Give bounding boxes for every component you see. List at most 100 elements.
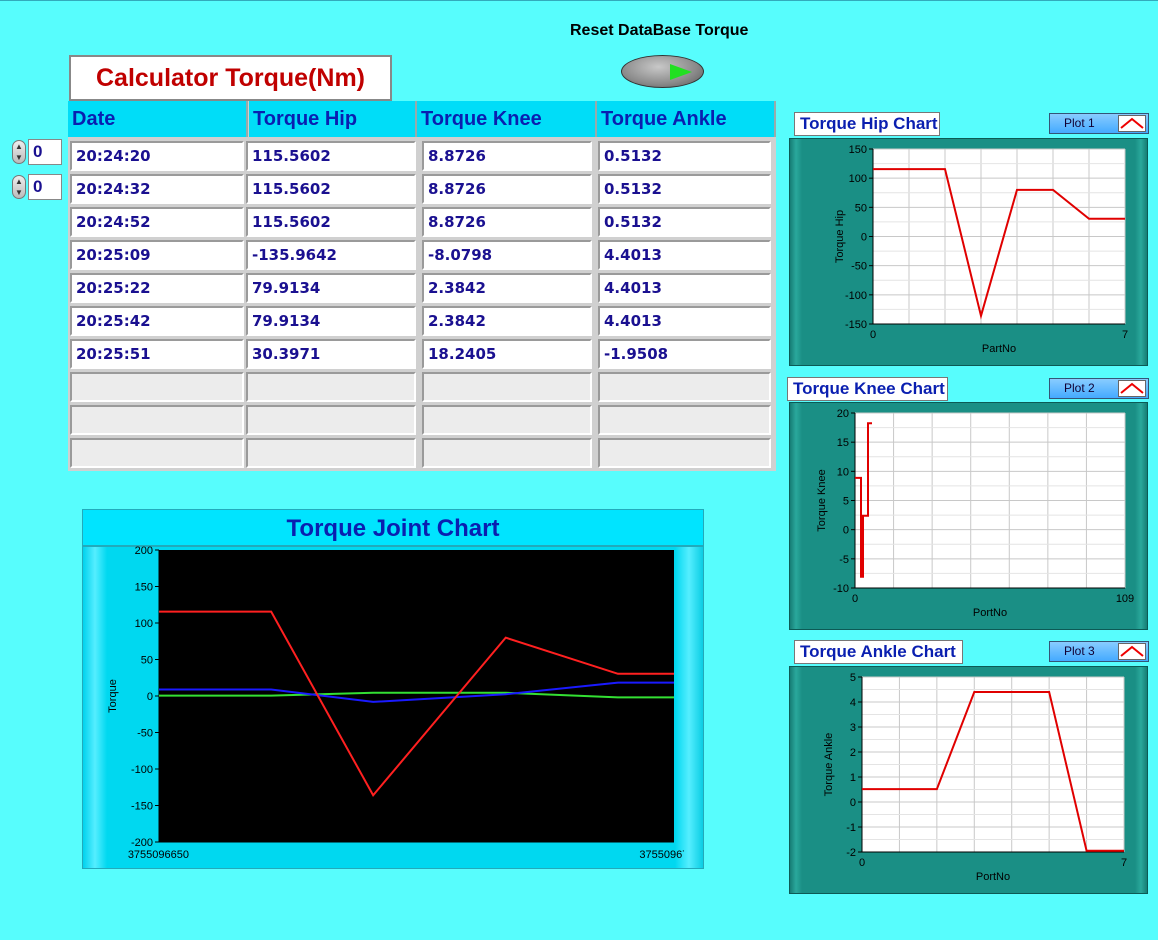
table-cell[interactable]: 115.5602 — [246, 174, 416, 204]
table-cell[interactable]: 0.5132 — [598, 207, 771, 237]
table-cell[interactable]: 18.2405 — [422, 339, 592, 369]
table-cell[interactable]: 30.3971 — [246, 339, 416, 369]
row-index-value[interactable]: 0 — [28, 139, 62, 165]
col-index-control[interactable]: ▲ ▼ 0 — [12, 174, 64, 200]
reset-label: Reset DataBase Torque — [570, 22, 749, 39]
table-cell[interactable]: 20:25:42 — [70, 306, 244, 336]
table-cell[interactable]: 20:24:52 — [70, 207, 244, 237]
y-tick-label: -10 — [833, 583, 849, 595]
y-tick-label: 3 — [850, 722, 856, 734]
y-tick-label: 0 — [843, 525, 849, 537]
table-cell[interactable] — [598, 438, 771, 468]
table-cell[interactable] — [70, 438, 244, 468]
y-axis-label: Torque Hip — [834, 210, 846, 263]
table-cell[interactable] — [422, 438, 592, 468]
table-cell[interactable]: 79.9134 — [246, 273, 416, 303]
series-line — [855, 422, 872, 578]
table-cell[interactable]: 20:25:09 — [70, 240, 244, 270]
table-cell[interactable]: 2.3842 — [422, 306, 592, 336]
y-tick-label: 150 — [849, 144, 867, 156]
table-cell[interactable] — [70, 405, 244, 435]
y-tick-label: 4 — [850, 697, 856, 709]
series-line — [862, 690, 1124, 852]
line-style-icon — [1118, 115, 1146, 132]
legend-label: Plot 2 — [1064, 381, 1095, 395]
table-cell[interactable]: 4.4013 — [598, 240, 771, 270]
table-cell[interactable] — [70, 372, 244, 402]
table-cell[interactable]: 0.5132 — [598, 141, 771, 171]
table-cell[interactable]: 4.4013 — [598, 306, 771, 336]
table-cell[interactable]: 2.3842 — [422, 273, 592, 303]
series-line — [159, 681, 674, 703]
x-tick-label: 0 — [859, 857, 865, 869]
table-cell[interactable]: 20:25:22 — [70, 273, 244, 303]
table-cell[interactable] — [422, 372, 592, 402]
header-torque-ankle: Torque Ankle — [597, 101, 776, 137]
table-cell[interactable]: 0.5132 — [598, 174, 771, 204]
table-cell[interactable]: 8.8726 — [422, 207, 592, 237]
table-cell[interactable] — [246, 372, 416, 402]
header-torque-knee: Torque Knee — [417, 101, 597, 137]
x-tick-label: 109 — [1116, 593, 1134, 605]
table-cell[interactable]: 4.4013 — [598, 273, 771, 303]
play-icon — [670, 64, 692, 80]
table-cell[interactable] — [246, 438, 416, 468]
series-line — [873, 168, 1125, 320]
table-cell[interactable] — [422, 405, 592, 435]
x-tick-label: 7 — [1122, 329, 1128, 341]
table-cell[interactable] — [246, 405, 416, 435]
header-date: Date — [68, 101, 248, 137]
legend-label: Plot 1 — [1064, 116, 1095, 130]
table-cell[interactable]: -8.0798 — [422, 240, 592, 270]
table-cell[interactable]: 8.8726 — [422, 141, 592, 171]
y-tick-label: 20 — [837, 408, 849, 420]
row-index-control[interactable]: ▲ ▼ 0 — [12, 139, 64, 165]
knee-chart-title: Torque Knee Chart — [787, 377, 948, 401]
series-line — [159, 691, 674, 699]
x-axis-label: PortNo — [976, 871, 1010, 883]
y-tick-label: 1 — [850, 772, 856, 784]
y-tick-label: -50 — [851, 261, 867, 273]
y-tick-label: 0 — [850, 797, 856, 809]
y-tick-label: 200 — [135, 546, 153, 557]
spinner-icon[interactable]: ▲ ▼ — [12, 140, 26, 164]
x-tick-label: 3755096650 — [128, 849, 189, 861]
y-tick-label: -150 — [845, 319, 867, 331]
table-cell[interactable]: 8.8726 — [422, 174, 592, 204]
ankle-plot-legend[interactable]: Plot 3 — [1049, 641, 1149, 662]
torque-table: Date Torque Hip Torque Knee Torque Ankle… — [68, 101, 776, 471]
y-tick-label: 100 — [849, 173, 867, 185]
y-tick-label: 10 — [837, 466, 849, 478]
table-cell[interactable]: 20:25:51 — [70, 339, 244, 369]
spinner-icon[interactable]: ▲ ▼ — [12, 175, 26, 199]
table-cell[interactable]: 20:24:32 — [70, 174, 244, 204]
joint-chart-title: Torque Joint Chart — [82, 509, 704, 546]
hip-chart-title: Torque Hip Chart — [794, 112, 940, 136]
table-cell[interactable]: -1.9508 — [598, 339, 771, 369]
y-tick-label: -5 — [839, 554, 849, 566]
table-cell[interactable]: 20:24:20 — [70, 141, 244, 171]
table-cell[interactable]: 79.9134 — [246, 306, 416, 336]
table-cell[interactable] — [598, 405, 771, 435]
x-tick-label: 0 — [870, 329, 876, 341]
y-tick-label: 5 — [843, 496, 849, 508]
col-index-value[interactable]: 0 — [28, 174, 62, 200]
table-cell[interactable]: -135.9642 — [246, 240, 416, 270]
y-tick-label: 0 — [147, 691, 153, 703]
knee-plot-legend[interactable]: Plot 2 — [1049, 378, 1149, 399]
y-tick-label: -2 — [846, 847, 856, 859]
y-tick-label: 150 — [135, 582, 153, 594]
y-tick-label: -100 — [131, 764, 153, 776]
y-tick-label: 50 — [141, 655, 153, 667]
reset-button[interactable] — [621, 55, 704, 88]
table-cell[interactable]: 115.5602 — [246, 207, 416, 237]
joint-chart: 200 150 100 50 0 -50 -100 -150 -200 Torque 3755096… — [107, 546, 684, 861]
hip-plot-legend[interactable]: Plot 1 — [1049, 113, 1149, 134]
table-cell[interactable] — [598, 372, 771, 402]
line-style-icon — [1118, 643, 1146, 660]
x-tick-label: 7 — [1121, 857, 1127, 869]
table-cell[interactable]: 115.5602 — [246, 141, 416, 171]
calculator-title: Calculator Torque(Nm) — [69, 55, 392, 101]
